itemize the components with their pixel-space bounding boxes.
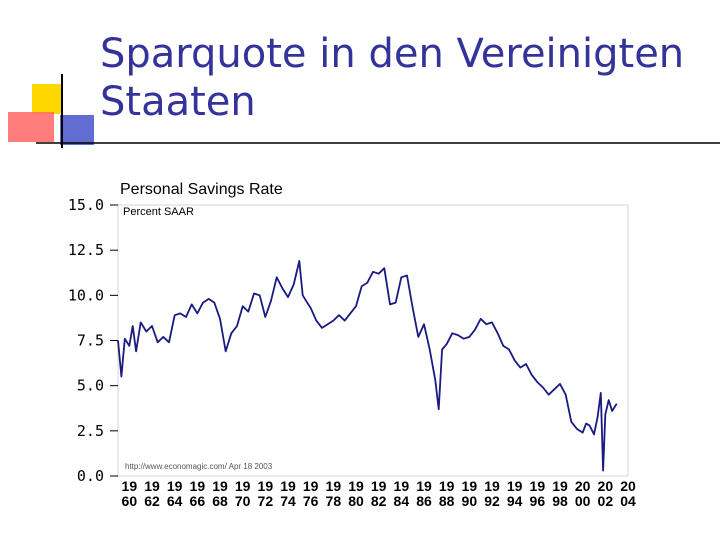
x-tick-label-century: 19 — [530, 478, 546, 494]
x-tick-label-century: 19 — [190, 478, 206, 494]
x-tick-label-year: 88 — [439, 493, 455, 509]
x-tick-label-century: 19 — [212, 478, 228, 494]
y-tick-label: 0.0 — [77, 467, 104, 485]
chart-axes: 0.02.55.07.510.012.515.01960196219641966… — [68, 196, 636, 509]
x-tick-label-century: 20 — [620, 478, 636, 494]
x-tick-label-century: 19 — [144, 478, 160, 494]
x-tick-label-century: 19 — [326, 478, 342, 494]
x-tick-label-year: 72 — [258, 493, 274, 509]
x-tick-label-year: 86 — [416, 493, 432, 509]
chart-subtitle: Percent SAAR — [123, 206, 194, 218]
x-tick-label-year: 60 — [122, 493, 138, 509]
x-tick-label-year: 82 — [371, 493, 387, 509]
x-tick-label-century: 19 — [280, 478, 296, 494]
chart-credit: http://www.economagic.com/ Apr 18 2003 — [125, 462, 273, 471]
x-tick-label-year: 62 — [144, 493, 160, 509]
x-tick-label-year: 94 — [507, 493, 523, 509]
x-tick-label-century: 19 — [235, 478, 251, 494]
x-tick-label-year: 98 — [552, 493, 568, 509]
x-tick-label-century: 19 — [371, 478, 387, 494]
x-tick-label-century: 19 — [258, 478, 274, 494]
plot-frame — [117, 204, 629, 477]
y-tick-label: 10.0 — [68, 286, 104, 304]
y-tick-label: 12.5 — [68, 241, 104, 259]
x-tick-label-year: 84 — [394, 493, 410, 509]
x-tick-label-year: 70 — [235, 493, 251, 509]
x-tick-label-year: 80 — [348, 493, 364, 509]
x-tick-label-year: 64 — [167, 493, 183, 509]
series-layer — [117, 260, 618, 472]
x-tick-label-century: 19 — [552, 478, 568, 494]
x-tick-label-century: 19 — [303, 478, 319, 494]
deco-yellow-block — [32, 84, 62, 114]
x-tick-label-year: 66 — [190, 493, 206, 509]
deco-blue-block — [60, 115, 94, 145]
x-tick-label-century: 19 — [348, 478, 364, 494]
y-tick-label: 7.5 — [77, 332, 104, 350]
x-tick-label-year: 90 — [462, 493, 478, 509]
series-line-0 — [117, 260, 618, 472]
x-tick-label-century: 19 — [416, 478, 432, 494]
y-tick-label: 2.5 — [77, 422, 104, 440]
page-title: Sparquote in den Vereinigten Staaten — [100, 31, 685, 125]
x-tick-label-year: 74 — [280, 493, 296, 509]
x-tick-label-century: 19 — [439, 478, 455, 494]
title-decoration — [8, 74, 720, 148]
x-tick-label-year: 68 — [212, 493, 228, 509]
x-tick-label-year: 76 — [303, 493, 319, 509]
x-tick-label-year: 04 — [620, 493, 636, 509]
x-tick-label-century: 19 — [122, 478, 138, 494]
x-tick-label-year: 02 — [598, 493, 614, 509]
y-tick-label: 15.0 — [68, 196, 104, 214]
x-tick-label-century: 20 — [575, 478, 591, 494]
x-tick-label-century: 19 — [507, 478, 523, 494]
chart-title: Personal Savings Rate — [120, 181, 283, 198]
y-tick-label: 5.0 — [77, 377, 104, 395]
x-tick-label-year: 00 — [575, 493, 591, 509]
deco-red-block — [8, 112, 54, 142]
x-tick-label-century: 19 — [484, 478, 500, 494]
x-tick-label-century: 19 — [394, 478, 410, 494]
savings-rate-chart: Personal Savings Rate Percent SAAR http:… — [68, 181, 636, 509]
x-tick-label-century: 19 — [167, 478, 183, 494]
x-tick-label-century: 20 — [598, 478, 614, 494]
x-tick-label-year: 92 — [484, 493, 500, 509]
x-tick-label-year: 78 — [326, 493, 342, 509]
x-tick-label-year: 96 — [530, 493, 546, 509]
x-tick-label-century: 19 — [462, 478, 478, 494]
